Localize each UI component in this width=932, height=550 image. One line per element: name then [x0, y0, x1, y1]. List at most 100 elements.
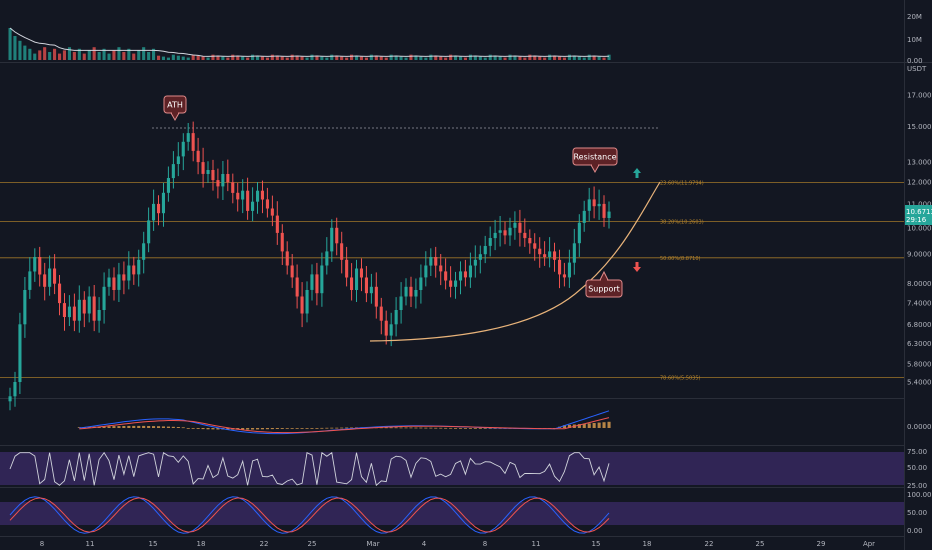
candle-body [58, 283, 62, 304]
support-callout[interactable]: Support [585, 270, 623, 298]
volume-bar [43, 47, 47, 60]
volume-bar [241, 56, 245, 60]
macd-histogram-bar [246, 428, 250, 430]
volume-bar [379, 56, 383, 60]
candle-body [523, 232, 527, 239]
candle-body [335, 227, 339, 244]
candle-body [280, 232, 284, 252]
volume-bar [419, 56, 423, 60]
volume-axis-label: 0.00 [907, 57, 923, 65]
volume-bar [82, 53, 86, 60]
macd-histogram-bar [607, 421, 611, 428]
volume-bar [523, 57, 527, 60]
volume-bar [483, 57, 487, 60]
volume-bar [444, 57, 448, 60]
candle-body [533, 243, 537, 249]
macd-histogram-bar [597, 422, 601, 428]
stoch-rsi-panel[interactable] [0, 496, 904, 534]
candle-body [275, 215, 279, 233]
ath-callout-label: ATH [167, 101, 183, 110]
candle-body [355, 268, 359, 290]
ath-callout[interactable]: ATH [163, 95, 187, 122]
time-axis-label: 25 [756, 540, 765, 548]
fib-level-label: 78.60%(5.5035) [660, 375, 701, 381]
macd-histogram-bar [260, 428, 264, 430]
volume-bar [107, 53, 111, 60]
volume-bar [38, 50, 42, 60]
resistance-callout-label: Resistance [573, 153, 616, 162]
rsi-axis: 75.00 50.00 25.00 [907, 448, 927, 490]
volume-axis-label: 10M [907, 36, 922, 44]
volume-axis-label: 20M [907, 13, 922, 21]
volume-bar [196, 55, 200, 60]
macd-histogram-bar [315, 428, 319, 429]
time-axis-label: 25 [308, 540, 317, 548]
candle-body [221, 174, 225, 187]
candle-body [374, 286, 378, 307]
volume-bar [538, 56, 542, 60]
volume-bar [518, 56, 522, 60]
time-axis-label: 15 [149, 540, 158, 548]
volume-bar [439, 56, 443, 60]
candle-body [53, 268, 57, 284]
volume-bar [315, 55, 319, 60]
price-axis-label: 8.0000 [907, 280, 932, 288]
candle-body [196, 150, 200, 163]
rsi-panel[interactable] [0, 451, 904, 487]
volume-bar [473, 55, 477, 60]
macd-histogram-bar [122, 426, 126, 428]
support-curve[interactable] [369, 181, 661, 342]
volume-bar [399, 56, 403, 60]
fib-level-label: 50.00%(8.8710) [660, 256, 701, 262]
volume-bar [231, 54, 235, 60]
support-curve-line [369, 181, 661, 342]
time-axis-label: 29 [817, 540, 826, 548]
candle-body [350, 277, 354, 290]
volume-bar [77, 48, 81, 60]
volume-bar [137, 50, 141, 60]
candle-body [171, 164, 175, 179]
macd-histogram-bar [132, 425, 136, 428]
candle-body [300, 296, 304, 314]
macd-histogram-bar [330, 427, 334, 429]
candle-body [142, 243, 146, 260]
volume-bar [48, 52, 52, 60]
volume-bar [340, 56, 344, 60]
volume-bar [166, 57, 170, 60]
macd-panel[interactable] [77, 410, 611, 435]
stoch-d-line [9, 497, 610, 533]
volume-bar [285, 57, 289, 60]
volume-bar [325, 57, 329, 60]
time-axis-label: 18 [643, 540, 652, 548]
volume-bar [132, 53, 136, 60]
candle-body [226, 174, 230, 183]
macd-histogram-bar [468, 428, 472, 429]
macd-histogram-bar [310, 428, 314, 429]
macd-histogram-bar [463, 428, 467, 429]
macd-histogram-bar [216, 428, 220, 430]
candle-body [92, 296, 96, 321]
volume-bar [429, 54, 433, 60]
time-axis-label: 4 [422, 540, 427, 548]
macd-histogram-bar [562, 425, 566, 428]
macd-histogram-bar [300, 428, 304, 429]
volume-bar [404, 57, 408, 60]
fib-retracement-levels[interactable]: 23.60%(11.9794) 38.20%(10.2603) 50.00%(8.8… [0, 181, 904, 382]
time-axis[interactable]: 8 11 15 18 22 25 Mar 4 8 11 15 18 22 25 29 Apr [40, 540, 875, 548]
volume-bar [216, 55, 220, 60]
macd-histogram-bar [587, 423, 591, 428]
volume-bar [533, 55, 537, 60]
candle-body [176, 156, 180, 164]
macd-histogram-bar [171, 426, 175, 428]
macd-histogram-bar [87, 426, 91, 428]
arrow-down-icon [633, 262, 641, 272]
price-axis[interactable]: USDT 17.0000 15.0000 13.0000 12.0000 11.0000… [905, 63, 932, 387]
currency-label: USDT [907, 65, 927, 73]
candle-body [82, 299, 86, 314]
time-axis-label: 22 [705, 540, 714, 548]
resistance-callout[interactable]: Resistance [572, 147, 618, 174]
volume-bar [186, 57, 190, 60]
volume-bar [364, 57, 368, 60]
candle-body [607, 211, 611, 218]
